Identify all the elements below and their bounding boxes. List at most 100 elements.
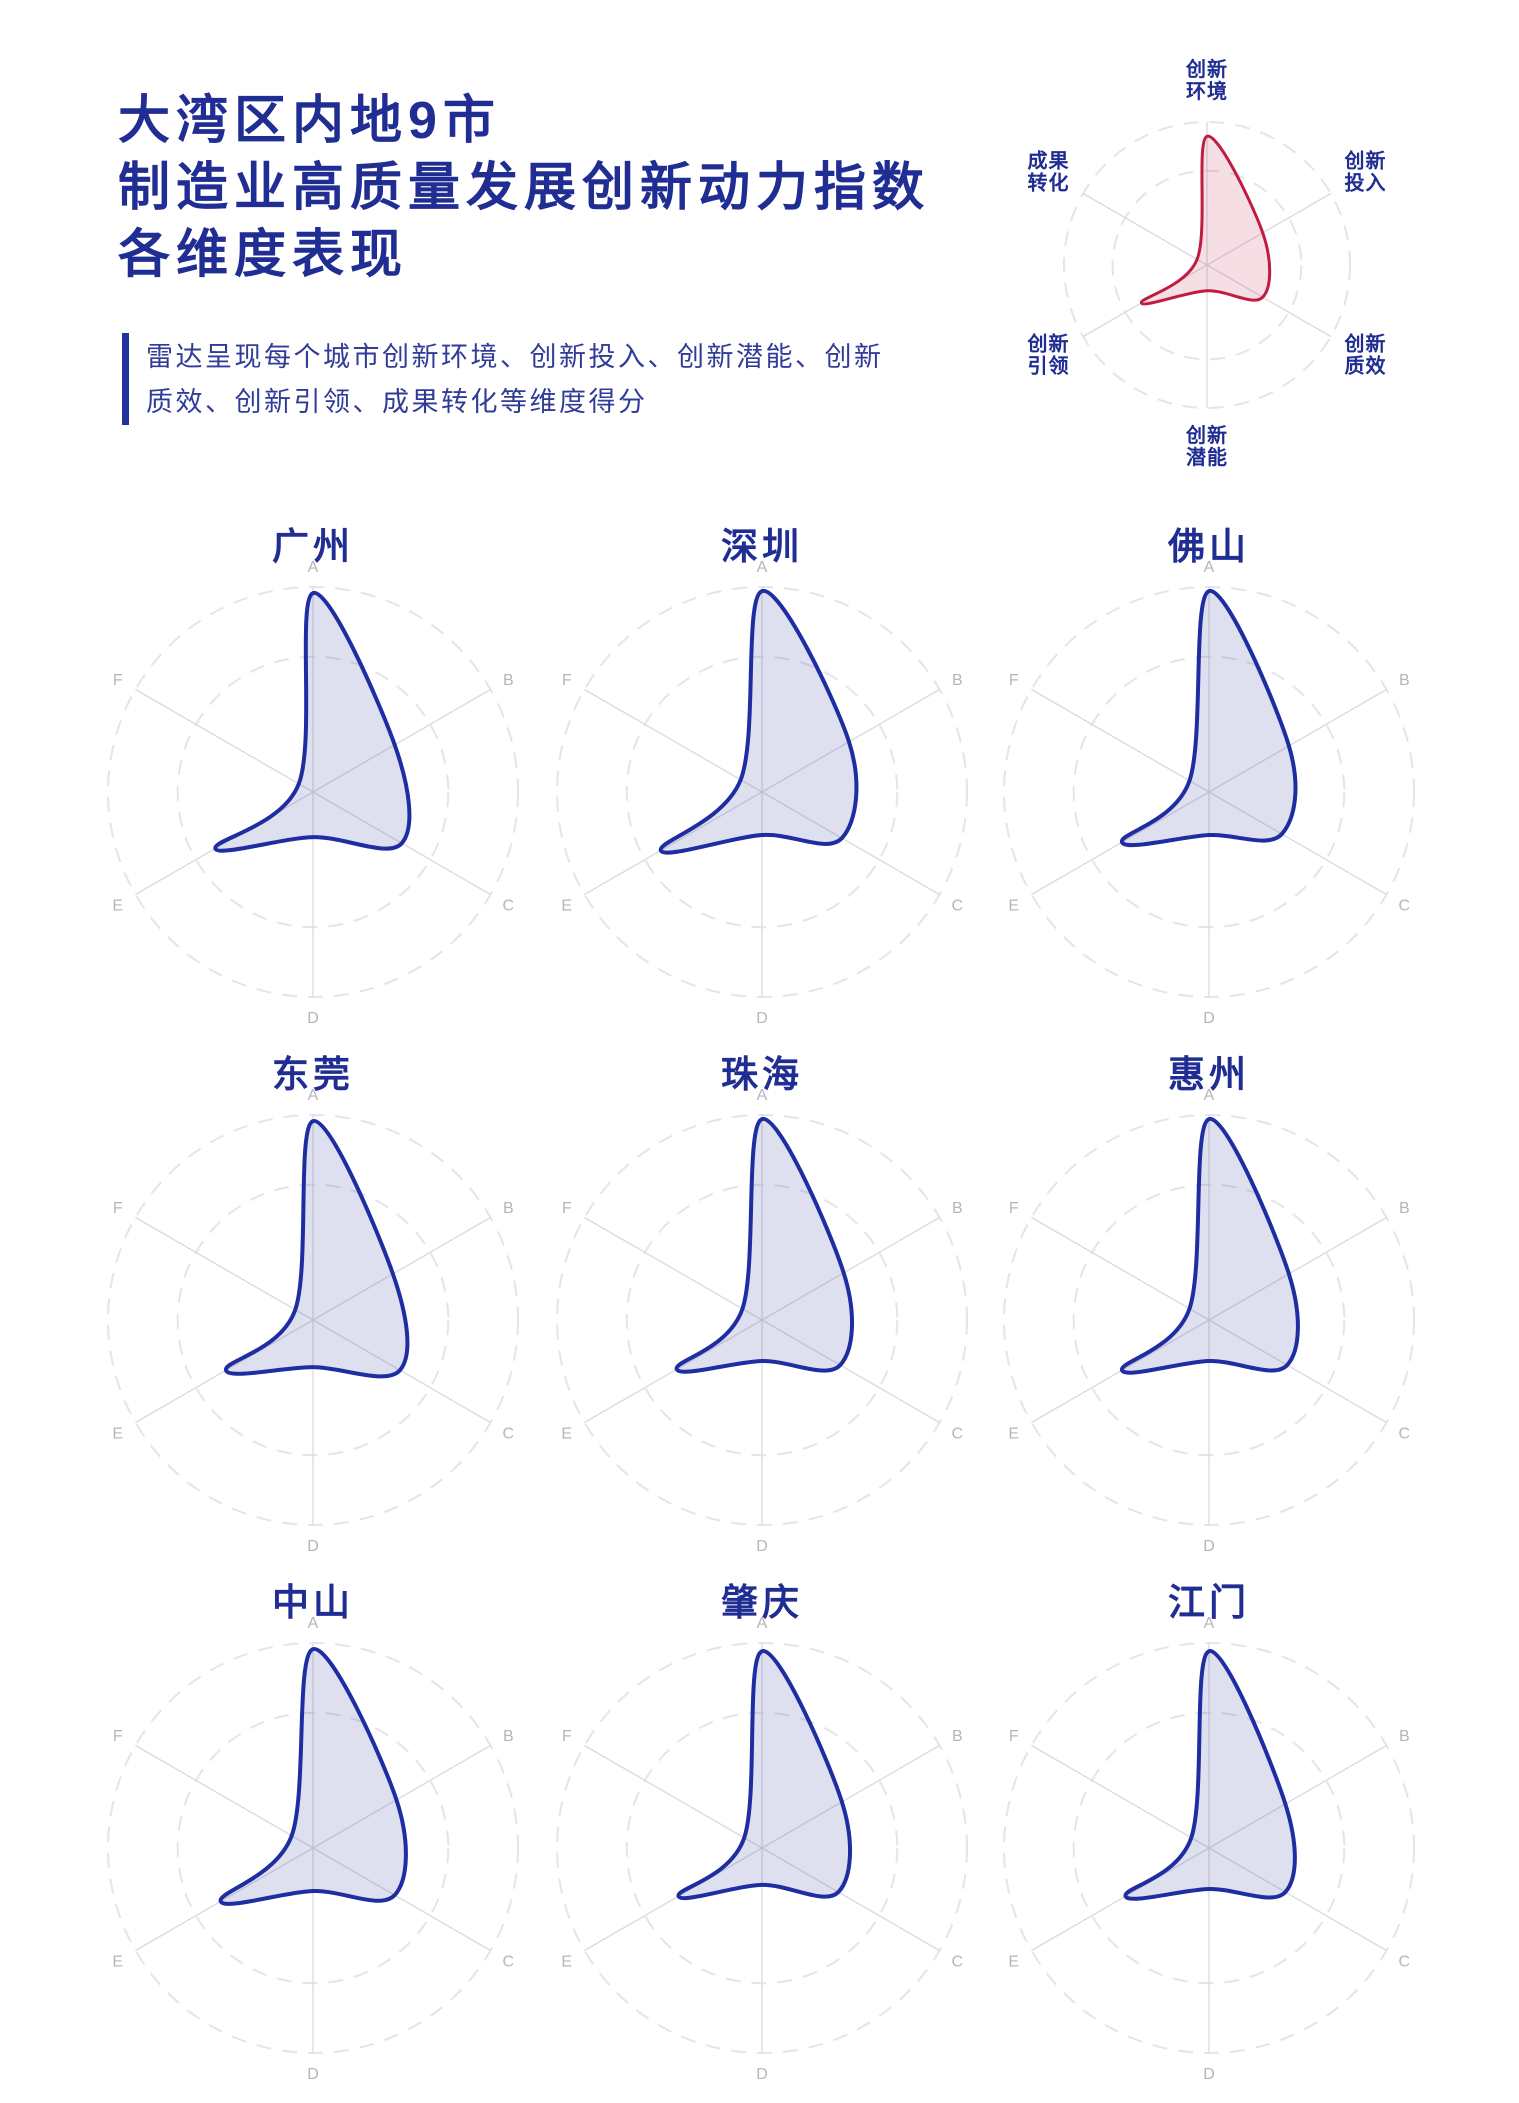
axis-letter-B: B — [503, 1200, 514, 1217]
axis-letter-A: A — [757, 1087, 768, 1104]
axis-letter-D: D — [307, 1010, 319, 1027]
axis-letter-C: C — [952, 1425, 964, 1442]
legend-dimension-label: 创新投入 — [1344, 148, 1387, 194]
axis-letter-D: D — [1203, 1538, 1215, 1555]
city-name: 江门 — [1168, 1582, 1250, 1623]
axis-letter-A: A — [1204, 559, 1215, 576]
radar-axis-spoke — [135, 688, 491, 896]
city-radar-chart: A B C D E F — [556, 1615, 968, 2083]
axis-letter-D: D — [307, 2066, 319, 2083]
axis-letter-E: E — [1008, 1425, 1019, 1442]
city-radar-shape — [658, 589, 859, 855]
subtitle-text: 雷达呈现每个城市创新环境、创新投入、创新潜能、创新 质效、创新引领、成果转化等维… — [146, 333, 884, 425]
axis-letter-F: F — [562, 1200, 572, 1217]
subtitle-line-1: 雷达呈现每个城市创新环境、创新投入、创新潜能、创新 — [146, 342, 884, 372]
axis-letter-F: F — [1009, 1728, 1019, 1745]
page-title: 大湾区内地9市 制造业高质量发展创新动力指数 各维度表现 — [118, 88, 930, 289]
city-radar-shape — [674, 1117, 854, 1374]
radar-axis-spoke — [584, 1744, 940, 1952]
axis-letter-C: C — [503, 1953, 515, 1970]
axis-letter-F: F — [1009, 1200, 1019, 1217]
axis-letter-B: B — [952, 1728, 963, 1745]
axis-letter-F: F — [1009, 672, 1019, 689]
city-radar-shape — [224, 1119, 410, 1379]
axis-letter-D: D — [307, 1538, 319, 1555]
axis-letter-E: E — [112, 897, 123, 914]
title-line-2: 制造业高质量发展创新动力指数 — [118, 159, 931, 217]
axis-letter-F: F — [113, 1200, 123, 1217]
axis-letter-B: B — [952, 1200, 963, 1217]
city-name: 珠海 — [721, 1054, 803, 1095]
legend-dimension-label: 创新环境 — [1185, 57, 1228, 103]
subtitle: 雷达呈现每个城市创新环境、创新投入、创新潜能、创新 质效、创新引领、成果转化等维… — [122, 333, 884, 425]
city-radar-chart: A B C D E F — [1003, 1615, 1415, 2083]
axis-letter-D: D — [1203, 1010, 1215, 1027]
subtitle-accent-bar — [122, 333, 129, 425]
city-name: 深圳 — [721, 526, 803, 567]
city-radar-shape — [676, 1649, 852, 1901]
radar-axis-spoke — [1031, 1216, 1387, 1424]
axis-letter-C: C — [952, 897, 964, 914]
axis-letter-C: C — [1399, 1425, 1411, 1442]
axis-letter-B: B — [952, 672, 963, 689]
axis-letter-B: B — [1399, 672, 1410, 689]
axis-letter-D: D — [756, 2066, 768, 2083]
axis-letter-B: B — [1399, 1200, 1410, 1217]
axis-letter-C: C — [1399, 897, 1411, 914]
axis-letter-C: C — [503, 1425, 515, 1442]
axis-letter-C: C — [1399, 1953, 1411, 1970]
legend-dimension-label: 创新质效 — [1344, 332, 1387, 378]
radar-axis-spoke — [135, 1216, 491, 1424]
axis-letter-E: E — [1008, 1953, 1019, 1970]
axis-letter-A: A — [757, 559, 768, 576]
city-radar-shape — [1120, 589, 1298, 848]
city-radar-chart: A B C D E F — [107, 559, 519, 1027]
legend-dimension-label: 创新潜能 — [1185, 423, 1228, 469]
axis-letter-E: E — [112, 1953, 123, 1970]
axis-letter-B: B — [503, 672, 514, 689]
city-name: 佛山 — [1168, 526, 1250, 567]
axis-letter-A: A — [308, 1087, 319, 1104]
axis-letter-A: A — [308, 559, 319, 576]
axis-letter-E: E — [1008, 897, 1019, 914]
axis-letter-E: E — [561, 897, 572, 914]
radar-axis-spoke — [135, 1744, 491, 1952]
city-name: 中山 — [272, 1582, 354, 1623]
axis-letter-D: D — [756, 1538, 768, 1555]
axis-letter-C: C — [952, 1953, 964, 1970]
radar-axis-spoke — [584, 1216, 940, 1424]
axis-letter-E: E — [561, 1425, 572, 1442]
axis-letter-F: F — [562, 672, 572, 689]
axis-letter-B: B — [503, 1728, 514, 1745]
city-name: 惠州 — [1168, 1054, 1250, 1095]
legend-dimension-label: 创新引领 — [1026, 332, 1069, 378]
city-radar-shape — [213, 591, 412, 853]
axis-letter-A: A — [1204, 1615, 1215, 1632]
axis-letter-B: B — [1399, 1728, 1410, 1745]
city-radar-shape — [1120, 1117, 1300, 1375]
city-radar-chart: A B C D E F — [107, 1087, 519, 1555]
title-line-3: 各维度表现 — [118, 226, 409, 284]
axis-letter-D: D — [1203, 2066, 1215, 2083]
axis-letter-F: F — [562, 1728, 572, 1745]
axis-letter-A: A — [308, 1615, 319, 1632]
radar-axis-spoke — [1031, 1744, 1387, 1952]
subtitle-line-2: 质效、创新引领、成果转化等维度得分 — [146, 387, 648, 417]
header: 大湾区内地9市 制造业高质量发展创新动力指数 各维度表现 — [118, 88, 930, 289]
radar-axis-spoke — [584, 688, 940, 896]
city-name: 肇庆 — [721, 1582, 803, 1623]
axis-letter-F: F — [113, 1728, 123, 1745]
legend-radar-shape — [1139, 134, 1272, 306]
city-name: 广州 — [272, 526, 354, 567]
axis-letter-E: E — [112, 1425, 123, 1442]
axis-letter-A: A — [757, 1615, 768, 1632]
city-radar-chart: A B C D E F — [556, 559, 968, 1027]
city-radar-chart: A B C D E F — [1003, 559, 1415, 1027]
city-radar-chart: A B C D E F — [107, 1615, 519, 2083]
radar-axis-spoke — [1082, 192, 1332, 338]
radar-axis-spoke — [1031, 688, 1387, 896]
axis-letter-F: F — [113, 672, 123, 689]
axis-letter-A: A — [1204, 1087, 1215, 1104]
